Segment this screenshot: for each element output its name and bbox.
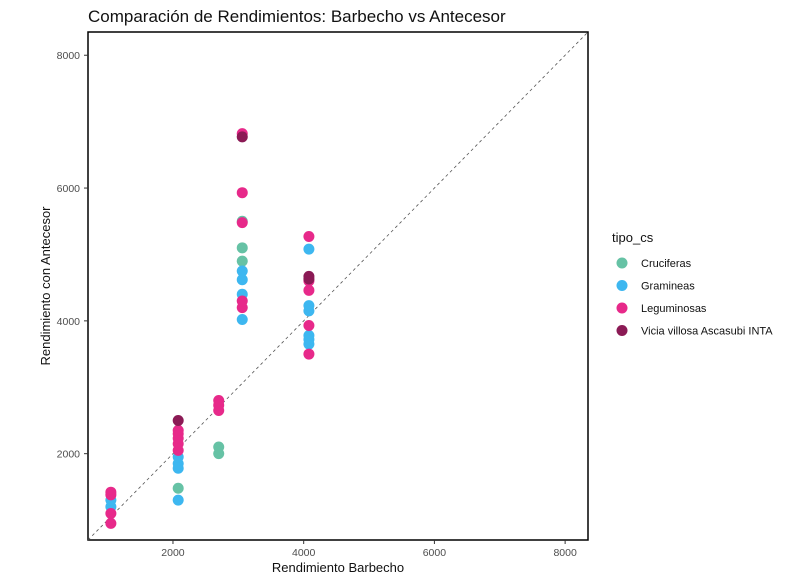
- x-tick-label: 6000: [423, 547, 447, 559]
- data-point-series-2: [303, 348, 315, 360]
- data-point-series-1: [236, 314, 248, 326]
- data-point-series-3: [236, 131, 248, 143]
- data-point-series-2: [303, 320, 315, 332]
- data-point-series-2: [303, 284, 315, 296]
- legend-key-0: [616, 257, 628, 269]
- data-point-series-3: [172, 414, 184, 426]
- legend-label-0: Cruciferas: [641, 258, 692, 270]
- legend-label-2: Leguminosas: [641, 303, 707, 315]
- axis-ticks-layer: 2000 4000 6000 8000 2000 4000 6000 8000: [57, 50, 577, 559]
- data-point-series-3: [303, 273, 315, 285]
- y-tick-label: 6000: [57, 183, 81, 195]
- legend: tipo_cs Cruciferas Gramineas Leguminosas Vi…: [612, 230, 773, 338]
- data-point-series-2: [236, 217, 248, 229]
- legend-key-1: [616, 280, 628, 291]
- data-point-series-2: [105, 507, 117, 519]
- y-tick-label: 4000: [57, 316, 81, 328]
- x-tick-label: 2000: [161, 547, 185, 559]
- legend-key-3: [616, 325, 628, 336]
- data-point-series-2: [105, 486, 117, 498]
- chart-title: Comparación de Rendimientos: Barbecho vs…: [88, 7, 506, 26]
- reference-line: [87, 31, 589, 541]
- data-point-series-2: [213, 395, 225, 407]
- y-tick-label: 8000: [57, 50, 81, 62]
- data-point-series-0: [236, 242, 248, 254]
- data-point-series-1: [303, 329, 315, 341]
- x-tick-label: 4000: [292, 547, 316, 559]
- data-point-series-1: [303, 300, 315, 312]
- y-axis-title: Rendimiento con Antecesor: [38, 206, 53, 366]
- data-point-series-2: [236, 295, 248, 307]
- data-point-series-1: [303, 243, 315, 255]
- legend-label-1: Gramineas: [641, 281, 695, 293]
- legend-label-3: Vicia villosa Ascasubi INTA: [641, 326, 773, 338]
- data-point-series-1: [236, 265, 248, 277]
- data-point-series-2: [105, 517, 117, 529]
- data-point-series-1: [236, 274, 248, 286]
- data-point-series-2: [172, 424, 184, 436]
- x-axis-title: Rendimiento Barbecho: [272, 560, 404, 575]
- data-points-layer: [105, 128, 315, 529]
- data-point-series-1: [172, 494, 184, 506]
- y-tick-label: 2000: [57, 449, 81, 461]
- data-point-series-0: [172, 482, 184, 494]
- x-tick-label: 8000: [553, 547, 577, 559]
- data-point-series-0: [213, 441, 225, 453]
- data-point-series-2: [303, 231, 315, 243]
- legend-key-2: [616, 302, 628, 314]
- data-point-series-0: [236, 255, 248, 267]
- reference-line-layer: [87, 31, 589, 541]
- legend-title: tipo_cs: [612, 230, 654, 245]
- data-point-series-2: [236, 187, 248, 199]
